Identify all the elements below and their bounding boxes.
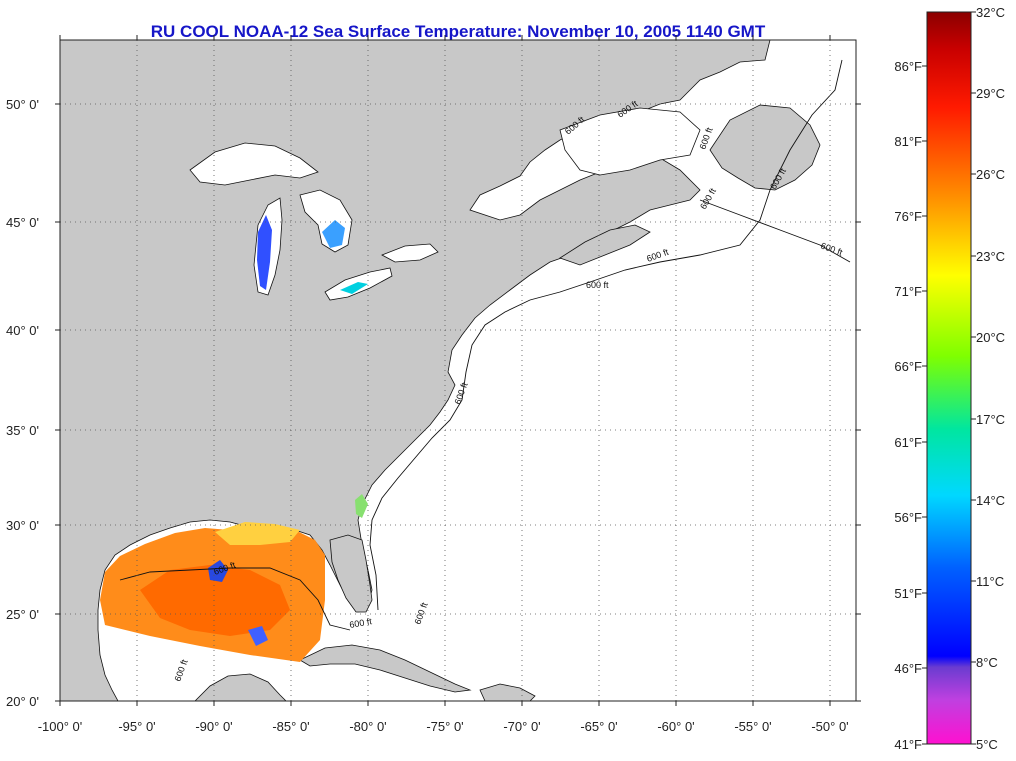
colorbar-celsius-label: 8°C: [976, 655, 998, 670]
gulf-st-lawrence: [559, 107, 701, 176]
land-north-america: [60, 40, 771, 701]
colorbar-fahrenheit-label: 51°F: [894, 586, 922, 601]
latitude-tick-label: 40° 0': [6, 323, 39, 338]
longitude-tick-label: -90° 0': [195, 719, 232, 734]
colorbar-celsius-label: 23°C: [976, 249, 1005, 264]
colorbar-celsius-label: 20°C: [976, 330, 1005, 345]
land-cuba: [299, 644, 472, 693]
lake-superior: [189, 142, 319, 186]
gulf-sst-cool-spot-2: [248, 626, 268, 646]
longitude-tick-label: -75° 0': [426, 719, 463, 734]
longitude-axis: -100° 0' -95° 0' -90° 0' -85° 0' -80° 0' -75°…: [38, 719, 849, 734]
longitude-tick-label: -100° 0': [38, 719, 83, 734]
latitude-tick-label: 25° 0': [6, 607, 39, 622]
longitude-tick-label: -80° 0': [349, 719, 386, 734]
colorbar-fahrenheit-label: 76°F: [894, 209, 922, 224]
colorbar-fahrenheit-label: 56°F: [894, 510, 922, 525]
gulf-sst-cool-spot: [208, 560, 228, 582]
colorbar-fahrenheit-label: 41°F: [894, 737, 922, 752]
land-newfoundland: [709, 104, 821, 191]
lake-ontario: [381, 243, 439, 263]
land-nova-scotia: [559, 224, 651, 266]
land-florida: [329, 534, 373, 613]
colorbar-fahrenheit-label: 81°F: [894, 134, 922, 149]
latitude-axis: 20° 0' 25° 0' 30° 0' 35° 0' 40° 0' 45° 0' 50° …: [6, 97, 39, 709]
gulf-sst-cool-north: [215, 522, 300, 545]
longitude-tick-label: -85° 0': [272, 719, 309, 734]
contour-600ft: [119, 59, 843, 631]
latitude-tick-label: 50° 0': [6, 97, 39, 112]
colorbar-fahrenheit-labels: 86°F 81°F 76°F 71°F 66°F 61°F 56°F 51°F 46°F 41°F: [894, 59, 922, 752]
map-frame: [59, 39, 857, 702]
colorbar-celsius-labels: 32°C 29°C 26°C 23°C 20°C 17°C 14°C 11°C 8°C 5°C: [976, 5, 1005, 752]
colorbar-fahrenheit-label: 46°F: [894, 661, 922, 676]
map-title: RU COOL NOAA-12 Sea Surface Temperature:…: [150, 22, 766, 41]
latitude-tick-label: 45° 0': [6, 215, 39, 230]
graticule: [60, 40, 856, 701]
colorbar-fahrenheit-label: 71°F: [894, 284, 922, 299]
longitude-tick-label: -55° 0': [734, 719, 771, 734]
colorbar-fahrenheit-label: 86°F: [894, 59, 922, 74]
contour-depth-label: 600 ft: [349, 616, 373, 630]
contour-depth-label: 600 ft: [586, 280, 609, 290]
colorbar-celsius-label: 14°C: [976, 493, 1005, 508]
lake-michigan-sst: [257, 215, 272, 290]
colorbar-celsius-label: 32°C: [976, 5, 1005, 20]
colorbar: [926, 11, 972, 745]
latitude-tick-label: 20° 0': [6, 694, 39, 709]
map-tick-marks: [55, 35, 861, 706]
longitude-tick-label: -60° 0': [657, 719, 694, 734]
gulf-sst-warm-core: [140, 565, 290, 636]
longitude-tick-label: -50° 0': [811, 719, 848, 734]
longitude-tick-label: -95° 0': [118, 719, 155, 734]
colorbar-celsius-label: 5°C: [976, 737, 998, 752]
land-hispaniola: [479, 683, 536, 701]
colorbar-fahrenheit-label: 61°F: [894, 435, 922, 450]
colorbar-celsius-label: 26°C: [976, 167, 1005, 182]
colorbar-celsius-label: 11°C: [976, 574, 1004, 589]
latitude-tick-label: 35° 0': [6, 423, 39, 438]
colorbar-celsius-label: 17°C: [976, 412, 1005, 427]
east-florida-sst: [355, 494, 368, 518]
latitude-tick-label: 30° 0': [6, 518, 39, 533]
longitude-tick-label: -65° 0': [580, 719, 617, 734]
land-yucatan: [194, 673, 287, 701]
colorbar-celsius-label: 29°C: [976, 86, 1005, 101]
lake-erie-sst: [340, 282, 368, 294]
longitude-tick-label: -70° 0': [503, 719, 540, 734]
colorbar-fahrenheit-label: 66°F: [894, 359, 922, 374]
lake-huron-sst: [322, 220, 345, 248]
